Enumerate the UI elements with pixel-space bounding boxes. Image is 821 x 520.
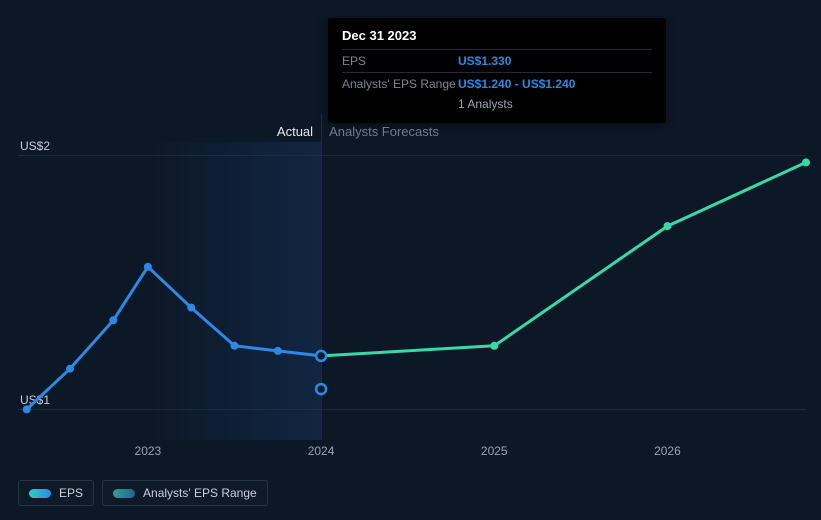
legend-item-eps[interactable]: EPS — [18, 480, 94, 506]
legend-swatch — [113, 489, 135, 498]
x-tick-label: 2025 — [481, 444, 508, 458]
tooltip-row: EPSUS$1.330 — [342, 49, 652, 72]
chart-stage: Dec 31 2023 EPSUS$1.330Analysts' EPS Ran… — [0, 0, 821, 520]
tooltip-analyst-count: 1 Analysts — [458, 95, 652, 111]
legend-label: EPS — [59, 486, 83, 500]
tooltip-row: Analysts' EPS RangeUS$1.240 - US$1.240 — [342, 72, 652, 95]
tooltip-row-value: US$1.330 — [458, 54, 511, 68]
tooltip-row-label: Analysts' EPS Range — [342, 77, 458, 91]
legend-item-range[interactable]: Analysts' EPS Range — [102, 480, 268, 506]
forecast-label: Analysts Forecasts — [329, 124, 439, 139]
x-axis: 2023202420252026 — [18, 142, 806, 440]
tooltip-row-value: US$1.240 - US$1.240 — [458, 77, 575, 91]
x-tick-label: 2024 — [308, 444, 335, 458]
legend: EPS Analysts' EPS Range — [18, 480, 268, 506]
x-tick-label: 2026 — [654, 444, 681, 458]
tooltip-date: Dec 31 2023 — [342, 28, 652, 43]
tooltip-row-label: EPS — [342, 54, 458, 68]
x-tick-label: 2023 — [135, 444, 162, 458]
eps-chart[interactable]: US$1US$2 Actual Analysts Forecasts 20232… — [18, 120, 806, 440]
legend-label: Analysts' EPS Range — [143, 486, 257, 500]
actual-label: Actual — [261, 124, 313, 139]
tooltip: Dec 31 2023 EPSUS$1.330Analysts' EPS Ran… — [328, 18, 666, 123]
legend-swatch — [29, 489, 51, 498]
